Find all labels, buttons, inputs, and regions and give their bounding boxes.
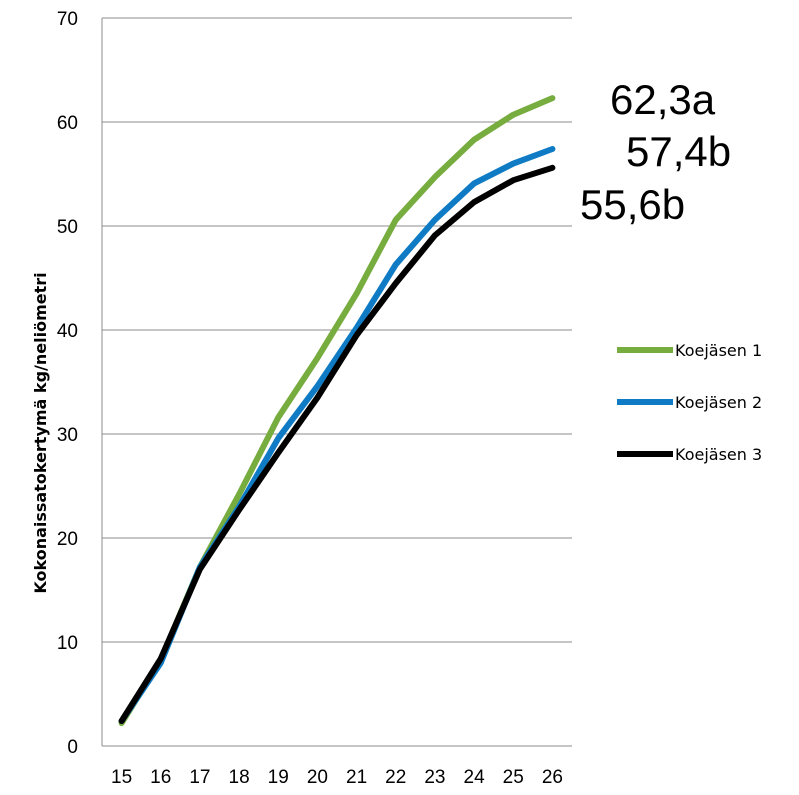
- y-tick-labels: 0 10 20 30 40 50 60 70: [57, 9, 78, 758]
- x-tick-labels: 15 16 17 18 19 20 21 22 23 24 25 26: [111, 767, 563, 788]
- y-tick-label: 0: [67, 737, 78, 758]
- legend: Koejäsen 1 Koejäsen 2 Koejäsen 3: [617, 341, 762, 464]
- legend-label-2: Koejäsen 2: [675, 393, 762, 412]
- y-tick-label: 30: [57, 425, 78, 446]
- annotation-label-3: 55,6b: [580, 181, 685, 228]
- y-tick-label: 50: [57, 217, 78, 238]
- value-annotations: 62,3a 57,4b 55,6b: [580, 76, 731, 228]
- series-line-2: [118, 146, 556, 724]
- x-tick-label: 16: [150, 767, 171, 788]
- x-tick-label: 22: [385, 767, 406, 788]
- x-tick-label: 21: [346, 767, 367, 788]
- x-tick-label: 25: [503, 767, 524, 788]
- y-tick-label: 60: [57, 113, 78, 134]
- annotation-label-1: 62,3a: [610, 76, 716, 123]
- x-tick-label: 26: [542, 767, 563, 788]
- x-tick-label: 17: [189, 767, 210, 788]
- y-tick-label: 20: [57, 529, 78, 550]
- series-lines: [118, 95, 556, 727]
- x-tick-label: 18: [229, 767, 250, 788]
- annotation-label-2: 57,4b: [626, 128, 731, 175]
- y-tick-label: 10: [57, 633, 78, 654]
- series-line-3: [118, 164, 556, 724]
- x-tick-label: 15: [111, 767, 132, 788]
- x-tick-label: 24: [464, 767, 486, 788]
- legend-label-1: Koejäsen 1: [675, 341, 762, 360]
- y-axis-label: Kokonaissatokertymä kg/neliömetri: [31, 272, 50, 593]
- axes: [101, 18, 572, 747]
- x-tick-label: 20: [307, 767, 328, 788]
- legend-label-3: Koejäsen 3: [675, 445, 762, 464]
- y-tick-label: 40: [57, 321, 78, 342]
- gridlines: [102, 17, 572, 643]
- x-tick-label: 23: [424, 767, 445, 788]
- y-tick-label: 70: [57, 9, 78, 30]
- x-tick-label: 19: [268, 767, 289, 788]
